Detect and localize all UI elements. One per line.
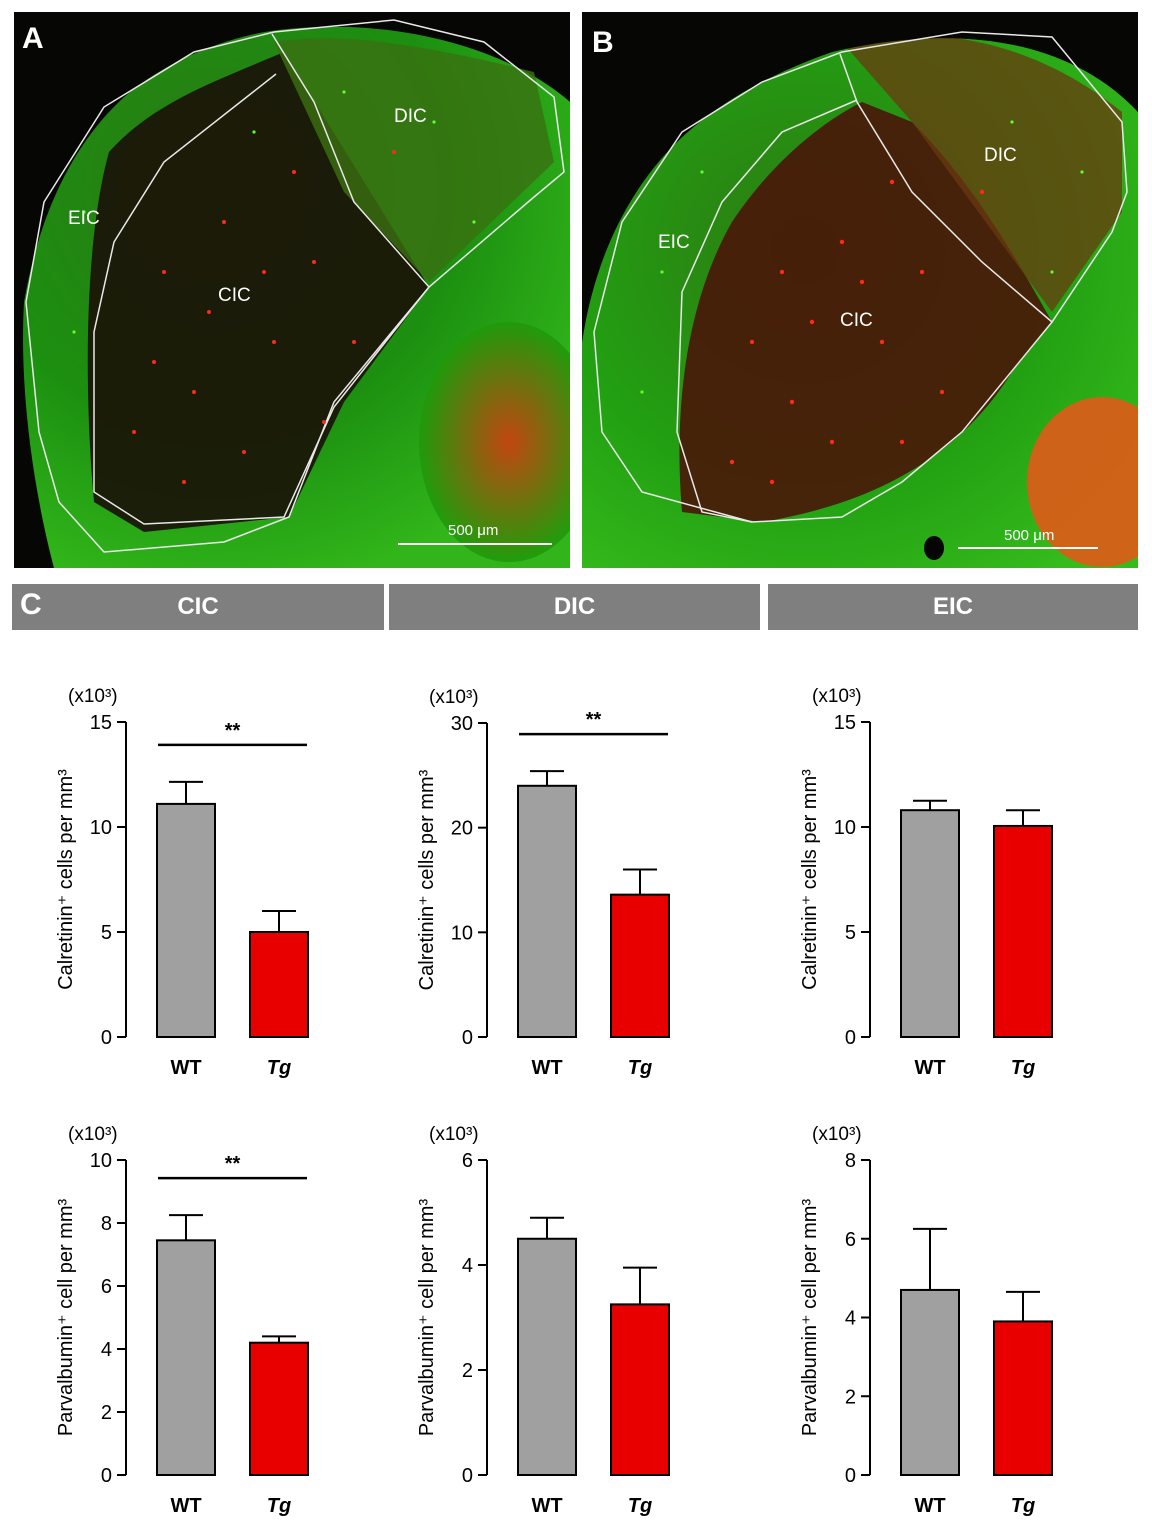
y-tick-label: 2 (101, 1402, 112, 1424)
chart-parvalbumin-eic: 0 2 4 6 8 (x10³) Parvalbumin⁺ cell per mm³ WT Tg (799, 1124, 1053, 1517)
chart-calretinin-dic: 0 10 20 30 (x10³) Calretinin⁺ cells per mm³ WT… (416, 687, 670, 1079)
x-category-label-wt: WT (170, 1057, 201, 1079)
y-axis-title: Calretinin⁺ cells per mm³ (416, 769, 438, 990)
bar-wt (156, 802, 216, 1039)
bar-wt (517, 784, 577, 1038)
section-header-cic: CIC (12, 584, 384, 630)
y-tick-label: 2 (845, 1386, 856, 1408)
y-tick-label: 6 (462, 1150, 473, 1172)
region-label-cic-a: CIC (218, 285, 251, 306)
y-tick-label: 8 (845, 1150, 856, 1172)
significance-marker: ** (586, 709, 602, 731)
region-label-dic-b: DIC (984, 145, 1017, 166)
region-label-eic-a: EIC (68, 208, 100, 229)
region-label-eic-b: EIC (658, 232, 690, 253)
section-header-dic-label: DIC (553, 593, 596, 620)
x-category-label-tg: Tg (628, 1495, 652, 1517)
y-multiplier-label: (x10³) (429, 1124, 479, 1145)
bar-wt (517, 1237, 577, 1476)
x-category-label-wt: WT (531, 1495, 562, 1517)
bar-tg (610, 1303, 670, 1476)
panel-b-letter: B (592, 26, 614, 59)
bar-wt (900, 809, 960, 1039)
x-category-label-wt: WT (914, 1057, 945, 1079)
y-tick-label: 6 (845, 1229, 856, 1251)
y-tick-label: 10 (834, 817, 856, 839)
y-tick-label: 4 (845, 1308, 856, 1330)
bar-tg (249, 1341, 309, 1476)
y-tick-label: 10 (90, 817, 112, 839)
significance-marker: ** (225, 1153, 241, 1175)
x-category-label-tg: Tg (267, 1057, 291, 1079)
bar-tg (249, 931, 309, 1038)
y-tick-label: 10 (451, 922, 473, 944)
y-tick-label: 10 (90, 1150, 112, 1172)
x-category-label-tg: Tg (267, 1495, 291, 1517)
section-header-cic-label: CIC (177, 593, 219, 620)
chart-parvalbumin-dic: 0 2 4 6 (x10³) Parvalbumin⁺ cell per mm³ WT Tg (416, 1124, 670, 1517)
y-tick-label: 0 (101, 1027, 112, 1049)
scale-bar-a (398, 543, 552, 545)
bar-wt (900, 1288, 960, 1476)
significance-marker: ** (225, 720, 241, 742)
y-multiplier-label: (x10³) (68, 686, 118, 707)
region-label-dic-a: DIC (394, 106, 427, 127)
micrograph-b (582, 12, 1138, 568)
y-axis-title: Parvalbumin⁺ cell per mm³ (416, 1199, 438, 1437)
y-multiplier-label: (x10³) (812, 686, 862, 707)
section-header-eic-label: EIC (932, 593, 973, 620)
section-header-eic: EIC (768, 584, 1138, 630)
panel-c-letter: C (20, 588, 42, 621)
bar-wt (156, 1239, 216, 1476)
panel-a-letter: A (22, 22, 44, 55)
y-multiplier-label: (x10³) (429, 687, 479, 708)
x-category-label-tg: Tg (628, 1057, 652, 1079)
chart-parvalbumin-cic: 0 2 4 6 8 10 (x10³) Parvalbumin⁺ cell per mm³ WT… (55, 1124, 309, 1517)
y-tick-label: 0 (845, 1465, 856, 1487)
micrograph-a-image (14, 12, 570, 568)
x-category-label-tg: Tg (1011, 1057, 1035, 1079)
y-axis-title: Calretinin⁺ cells per mm³ (55, 769, 77, 990)
y-tick-label: 15 (90, 712, 112, 734)
y-tick-label: 0 (101, 1465, 112, 1487)
y-axis-title: Parvalbumin⁺ cell per mm³ (799, 1199, 821, 1437)
bar-tg (993, 824, 1053, 1039)
micrograph-a (14, 12, 570, 568)
x-category-label-tg: Tg (1011, 1495, 1035, 1517)
chart-calretinin-cic: 0 5 10 15 (x10³) Calretinin⁺ cells per mm³ WT T… (55, 686, 309, 1079)
y-axis-title: Parvalbumin⁺ cell per mm³ (55, 1199, 77, 1437)
region-label-cic-b: CIC (840, 310, 873, 331)
bar-tg (610, 893, 670, 1038)
y-tick-label: 30 (451, 713, 473, 735)
y-multiplier-label: (x10³) (68, 1124, 118, 1145)
scale-bar-b (958, 547, 1098, 549)
y-tick-label: 0 (462, 1027, 473, 1049)
y-tick-label: 8 (101, 1213, 112, 1235)
section-header-dic: DIC (389, 584, 760, 630)
y-tick-label: 2 (462, 1360, 473, 1382)
y-tick-label: 6 (101, 1276, 112, 1298)
y-tick-label: 0 (462, 1465, 473, 1487)
bar-tg (993, 1320, 1053, 1476)
scale-bar-label-b: 500 μm (1004, 527, 1055, 544)
scale-bar-label-a: 500 μm (448, 522, 499, 539)
y-tick-label: 5 (845, 922, 856, 944)
y-tick-label: 4 (462, 1255, 473, 1277)
y-tick-label: 5 (101, 922, 112, 944)
x-category-label-wt: WT (531, 1057, 562, 1079)
y-axis-title: Calretinin⁺ cells per mm³ (799, 769, 821, 990)
x-category-label-wt: WT (914, 1495, 945, 1517)
y-tick-label: 4 (101, 1339, 112, 1361)
y-tick-label: 15 (834, 712, 856, 734)
chart-calretinin-eic: 0 5 10 15 (x10³) Calretinin⁺ cells per mm³ WT T… (799, 686, 1053, 1079)
y-multiplier-label: (x10³) (812, 1124, 862, 1145)
y-tick-label: 20 (451, 818, 473, 840)
micrograph-b-image (582, 12, 1138, 568)
x-category-label-wt: WT (170, 1495, 201, 1517)
y-tick-label: 0 (845, 1027, 856, 1049)
